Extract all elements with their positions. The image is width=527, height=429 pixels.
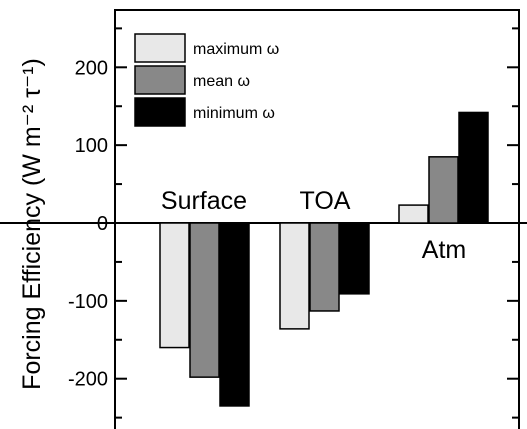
legend: maximum ω mean ω minimum ω — [134, 33, 279, 127]
y-tick-label: -200 — [68, 369, 108, 391]
category-label-atm: Atm — [422, 236, 466, 264]
bar-toa-0 — [279, 222, 310, 330]
bar-toa-2 — [339, 222, 370, 295]
bar-surface-2 — [219, 222, 250, 407]
category-label-toa: TOA — [300, 187, 351, 215]
legend-label: mean ω — [193, 73, 250, 90]
legend-swatch — [134, 33, 186, 63]
legend-swatch — [134, 65, 186, 95]
category-label-surface: Surface — [161, 187, 247, 215]
bar-surface-1 — [189, 222, 220, 378]
bar-surface-0 — [159, 222, 190, 349]
bar-atm-2 — [458, 111, 489, 224]
y-tick-label: -100 — [68, 291, 108, 313]
bars — [159, 111, 489, 407]
plot-frame — [114, 9, 520, 429]
y-tick-label: 100 — [75, 135, 108, 157]
legend-label: minimum ω — [193, 105, 275, 122]
bar-toa-1 — [309, 222, 340, 312]
legend-swatch — [134, 97, 186, 127]
y-tick-label: 200 — [75, 57, 108, 79]
legend-label: maximum ω — [193, 41, 279, 58]
y-tick-label: 0 — [97, 213, 108, 235]
category-labels: Surface TOA Atm — [161, 187, 466, 264]
y-axis: -200 -100 0 100 200 — [68, 27, 519, 419]
bar-atm-1 — [428, 156, 459, 224]
bar-atm-0 — [398, 204, 429, 224]
